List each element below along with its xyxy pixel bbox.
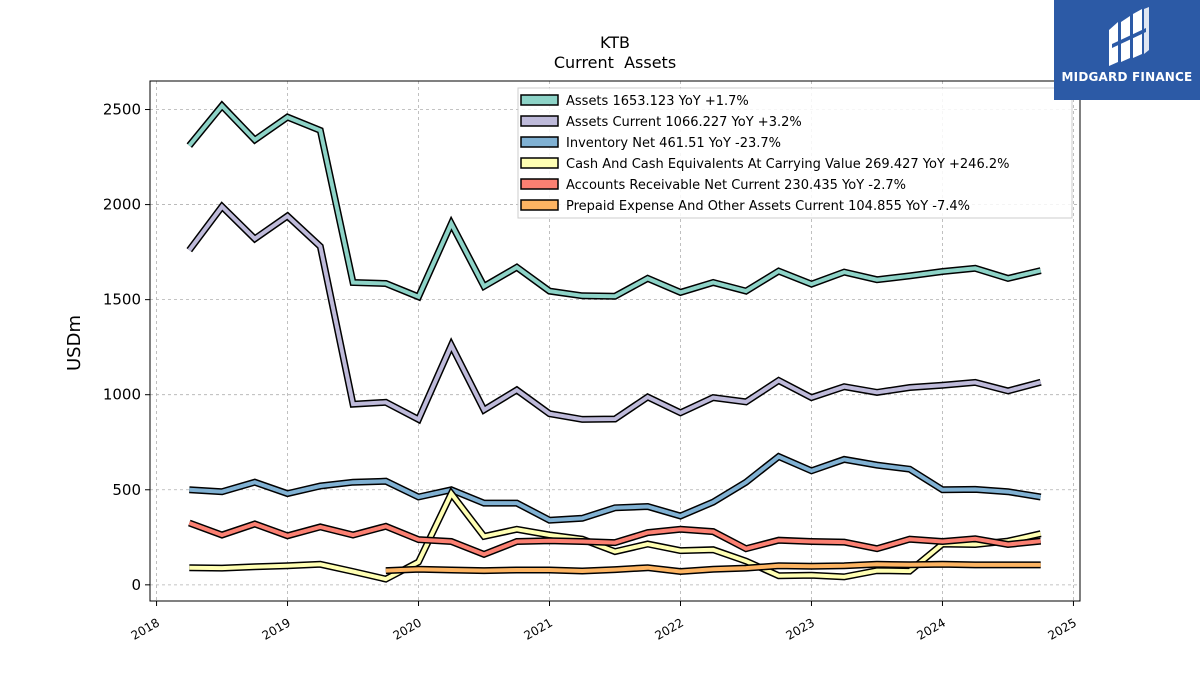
legend-swatch <box>520 178 559 190</box>
x-tick-label: 2020 <box>391 615 424 642</box>
brand-name: MIDGARD FINANCE <box>1061 70 1193 84</box>
legend-label: Assets 1653.123 YoY +1.7% <box>566 94 749 109</box>
series-stroke <box>187 203 1042 423</box>
y-tick-label: 500 <box>112 481 141 499</box>
x-tick-label: 2023 <box>784 615 817 642</box>
legend-swatch <box>520 199 559 211</box>
series-stroke <box>189 489 1042 582</box>
series-line-5 <box>385 560 1041 576</box>
legend-swatch <box>520 94 559 106</box>
legend-label: Accounts Receivable Net Current 230.435 … <box>566 178 906 193</box>
x-tick-label: 2019 <box>260 615 293 642</box>
y-tick-label: 2500 <box>103 101 141 119</box>
series-line-2 <box>189 452 1042 524</box>
legend-swatch <box>520 157 559 169</box>
midgard-logo-icon <box>1109 7 1149 66</box>
legend-label: Cash And Cash Equivalents At Carrying Va… <box>566 157 1009 172</box>
x-tick-label: 2025 <box>1045 615 1078 642</box>
y-tick-label: 1500 <box>103 291 141 309</box>
y-tick-label: 0 <box>131 576 141 594</box>
legend-swatch <box>520 136 559 148</box>
x-tick-label: 2018 <box>129 615 162 642</box>
y-axis-label: USDm <box>64 315 85 371</box>
y-tick-label: 1000 <box>103 386 141 404</box>
series-stroke <box>189 454 1042 523</box>
series-line-4 <box>188 519 1042 559</box>
series-stroke <box>385 562 1041 574</box>
legend-label: Inventory Net 461.51 YoY -23.7% <box>566 136 781 151</box>
x-tick-label: 2024 <box>915 615 948 642</box>
series-lines <box>186 100 1042 583</box>
plot-frame <box>149 80 1081 602</box>
brand-logo: MIDGARD FINANCE <box>1054 0 1200 100</box>
series-line-1 <box>186 201 1042 425</box>
series-line-3 <box>189 486 1042 583</box>
legend: Assets 1653.123 YoY +1.7% Assets Current … <box>517 87 1073 219</box>
x-tick-label: 2021 <box>522 615 555 642</box>
legend-label: Prepaid Expense And Other Assets Current… <box>566 199 970 214</box>
series-line-0 <box>186 100 1042 302</box>
legend-swatch <box>520 115 559 127</box>
legend-box <box>517 87 1073 219</box>
series-stroke <box>187 102 1042 300</box>
series-stroke <box>188 521 1041 557</box>
x-tick-label: 2022 <box>653 615 686 642</box>
y-tick-label: 2000 <box>103 196 141 214</box>
chart-subtitle: Current Assets <box>554 53 676 72</box>
chart-title: KTB <box>600 33 630 52</box>
legend-label: Assets Current 1066.227 YoY +3.2% <box>566 115 802 130</box>
